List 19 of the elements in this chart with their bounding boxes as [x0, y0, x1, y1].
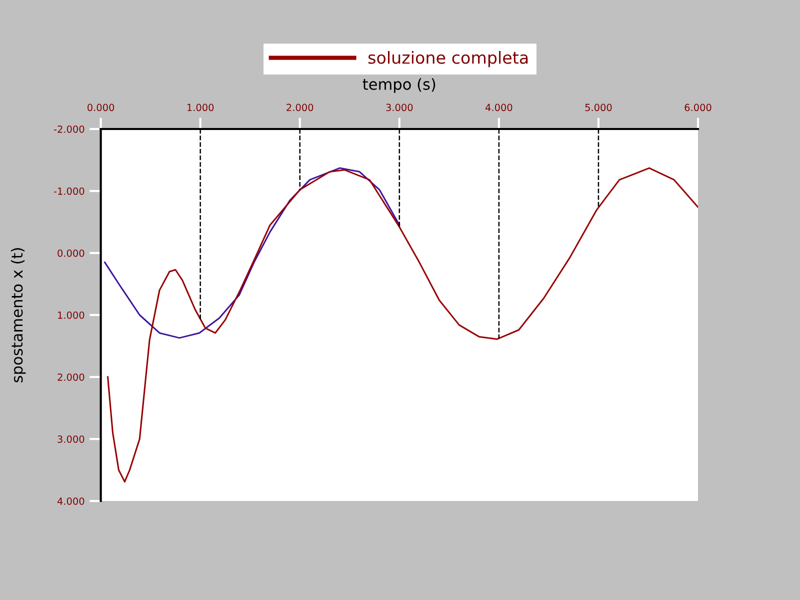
line-series — [104, 167, 400, 339]
y-tick-label: 2.000 — [58, 373, 84, 381]
x-tick-label: 1.000 — [187, 104, 214, 112]
x-tick-label: 0.000 — [88, 104, 114, 112]
y-tick-label: 0.000 — [58, 249, 84, 257]
x-tick-label: 5.000 — [585, 104, 612, 112]
x-tick-label: 4.000 — [485, 104, 512, 112]
y-tick-label: -1.000 — [54, 187, 84, 195]
text: soluzione completa — [368, 51, 528, 68]
y-tick-label: 3.000 — [58, 435, 84, 443]
y-tick-label: 4.000 — [57, 497, 84, 505]
line-series — [107, 167, 698, 483]
y-axis-title: spostamento x (t) — [10, 248, 26, 382]
x-tick-label: 6.000 — [684, 104, 712, 112]
x-tick-label: 2.000 — [286, 104, 314, 112]
y-tick-label: -2.000 — [54, 125, 84, 133]
x-axis-title: tempo (s) — [362, 78, 436, 93]
x-tick-label: 3.000 — [386, 104, 413, 112]
y-tick-label: 1.000 — [58, 311, 84, 319]
